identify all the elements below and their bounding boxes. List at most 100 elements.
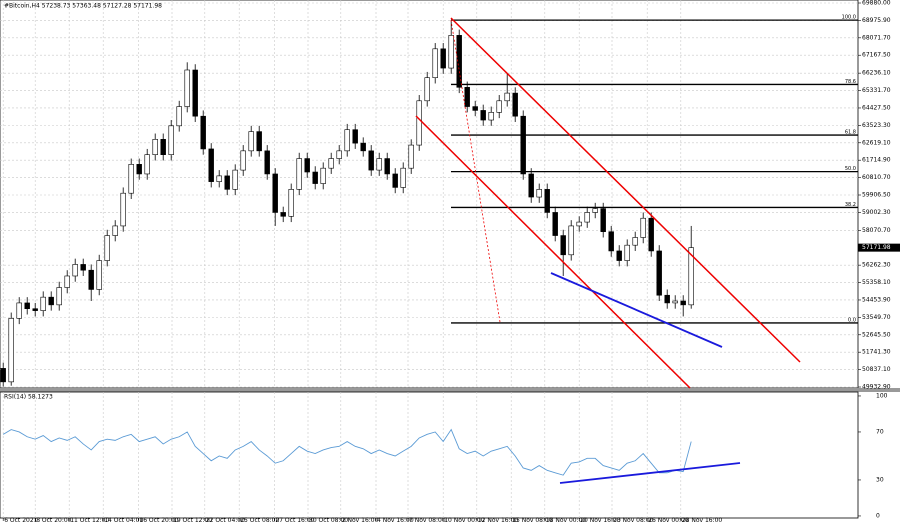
candle-body — [80, 264, 86, 271]
candle-body — [280, 212, 286, 217]
x-tick-label: 12 Nov 16:00 — [478, 517, 519, 523]
x-tick-label: 11 Oct 12:00 — [70, 517, 109, 523]
candle-body — [520, 115, 526, 175]
y-tick-label: 68071.70 — [862, 34, 891, 41]
y-tick-label: 65331.70 — [862, 87, 891, 94]
candle-body — [360, 142, 366, 152]
x-tick-label: 20 Nov 16:00 — [580, 517, 621, 523]
y-tick-label: 67167.50 — [862, 52, 891, 59]
x-tick-label: 7 Nov 08:00 — [409, 517, 446, 523]
fib-trendline — [450, 19, 501, 323]
y-tick-label: 61714.90 — [862, 157, 891, 164]
support-line — [550, 272, 723, 348]
candle-body — [248, 131, 254, 152]
x-tick-label: 6 Oct 2021 — [4, 517, 37, 523]
fib-label: 78.6 — [845, 79, 856, 85]
rsi-tick-label: 30 — [876, 476, 884, 483]
x-tick-label: 23 Nov 08:00 — [613, 517, 654, 523]
candle-body — [312, 171, 318, 184]
y-tick-label: 52645.50 — [862, 331, 891, 338]
candle-body — [72, 264, 78, 277]
candle-body — [200, 115, 206, 150]
fib-label: 100.0 — [842, 15, 856, 21]
candle-body — [648, 217, 654, 252]
candle-body — [408, 144, 414, 169]
y-tick-label: 59906.50 — [862, 192, 891, 199]
candle-body — [168, 125, 174, 155]
candle-body — [624, 244, 630, 261]
candle-body — [160, 138, 166, 155]
candle-body — [568, 225, 574, 256]
candle-body — [480, 110, 486, 121]
x-tick-label: 2 Nov 16:00 — [342, 517, 379, 523]
x-tick-label: 28 Nov 16:00 — [682, 517, 723, 523]
candle-body — [448, 35, 454, 69]
candle-body — [152, 138, 158, 155]
fibonacci: 100.0 78.6 61.8 50.0 38.2 0.0 — [451, 15, 858, 324]
x-tick-label: 26 Nov 00:00 — [648, 517, 689, 523]
candle-body — [264, 150, 270, 175]
candle-body — [528, 173, 534, 198]
candle-body — [128, 164, 134, 194]
candle-body — [104, 235, 110, 261]
y-tick-label: 56262.30 — [862, 262, 891, 269]
candle-body — [288, 189, 294, 217]
candle-body — [536, 189, 542, 198]
channel-lower — [415, 115, 691, 389]
x-tick-label: 27 Oct 16:00 — [275, 517, 314, 523]
candle-body — [464, 87, 470, 107]
candle-body — [544, 189, 550, 213]
candle-body — [384, 158, 390, 175]
candle-body — [0, 368, 6, 383]
candle-body — [576, 221, 582, 227]
rsi-line — [2, 428, 692, 476]
rsi-tick-label: 70 — [876, 428, 884, 435]
candle-body — [680, 300, 686, 306]
rsi-title: RSI(14) 58.1273 — [4, 394, 53, 401]
candle-body — [344, 129, 350, 152]
price-marker — [858, 243, 900, 252]
candle-body — [304, 158, 310, 173]
candle-body — [32, 308, 38, 311]
candle-body — [136, 164, 142, 175]
y-tick-label: 54453.90 — [862, 296, 891, 303]
candles: 57171.98 — [0, 19, 900, 476]
x-tick-label: 22 Oct 04:00 — [206, 517, 245, 523]
x-tick-label: 14 Oct 04:00 — [104, 517, 143, 523]
candle-body — [600, 208, 606, 233]
x-tick-label: 8 Oct 20:00 — [36, 517, 71, 523]
candle-body — [584, 212, 590, 223]
candle-body — [440, 48, 446, 69]
x-tick-label: 16 Oct 20:00 — [139, 517, 178, 523]
y-tick-label: 63523.30 — [862, 122, 891, 129]
candle-body — [56, 287, 62, 306]
candle-body — [616, 250, 622, 261]
candle-body — [64, 275, 70, 288]
candle-body — [432, 48, 438, 78]
rsi-tick-label: 0 — [876, 512, 880, 519]
y-tick-label: 58070.70 — [862, 227, 891, 234]
candle-body — [24, 302, 30, 310]
x-tick-label: 15 Nov 08:00 — [512, 517, 553, 523]
candle-body — [328, 158, 334, 169]
y-tick-label: 51741.30 — [862, 349, 891, 356]
fib-label: 0.0 — [848, 317, 856, 323]
channel-upper — [450, 17, 801, 363]
candle-body — [392, 173, 398, 188]
candle-body — [416, 100, 422, 146]
candle-body — [208, 148, 214, 182]
candle-body — [664, 294, 670, 304]
y-tick-label: 64427.50 — [862, 104, 891, 111]
y-tick-label: 60810.70 — [862, 174, 891, 181]
candle-body — [632, 237, 638, 246]
candle-body — [472, 106, 478, 111]
candle-body — [96, 260, 102, 290]
pane-separator — [0, 388, 900, 392]
x-tick-label: 10 Nov 00:00 — [444, 517, 485, 523]
candle-body — [184, 69, 190, 107]
y-tick-label: 49932.90 — [862, 384, 891, 391]
candle-body — [400, 167, 406, 188]
x-tick-label: 18 Nov 00:00 — [546, 517, 587, 523]
y-tick-label: 50837.10 — [862, 366, 891, 373]
